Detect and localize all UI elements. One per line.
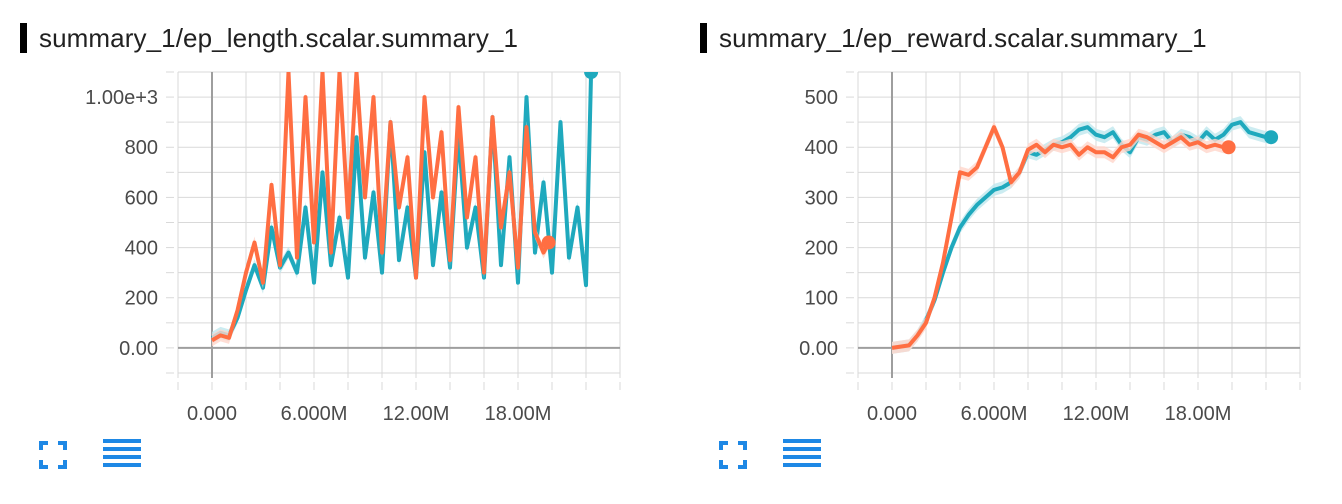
y-tick-label: 600	[125, 187, 158, 209]
card-actions	[716, 438, 822, 472]
chart-title: summary_1/ep_reward.scalar.summary_1	[719, 22, 1207, 53]
series-band	[892, 121, 1229, 354]
chart-title-row: summary_1/ep_length.scalar.summary_1	[20, 18, 518, 58]
x-tick-label: 6.000M	[961, 403, 1028, 425]
x-tick-label: 12.00M	[383, 403, 450, 425]
x-tick-label: 0.000	[867, 403, 917, 425]
grid	[857, 71, 1301, 378]
y-tick-label: 800	[125, 137, 158, 159]
series-line	[891, 120, 1272, 350]
series-line	[891, 125, 1229, 350]
chart-card-ep-length: summary_1/ep_length.scalar.summary_1 0.0…	[0, 0, 660, 504]
y-tick-label: 0.00	[119, 338, 158, 360]
list-lines-icon[interactable]	[782, 438, 822, 472]
x-tick-label: 0.000	[187, 403, 237, 425]
y-tick-label: 100	[805, 288, 838, 310]
series-end-point	[1264, 130, 1279, 145]
x-tick-label: 18.00M	[485, 403, 552, 425]
y-tick-label: 400	[805, 137, 838, 159]
series-1	[210, 72, 556, 347]
list-lines-icon[interactable]	[102, 438, 142, 472]
title-marker	[700, 23, 707, 53]
chart-title-row: summary_1/ep_reward.scalar.summary_1	[700, 18, 1207, 58]
ep-length-line-chart[interactable]: 0.00 200 400 600 800 1.00e+3 0.000 6.000M 12.00M…	[0, 60, 660, 430]
fullscreen-icon[interactable]	[716, 438, 750, 472]
series-1	[891, 121, 1236, 354]
series-end-point	[541, 235, 556, 250]
y-tick-label: 1.00e+3	[85, 87, 158, 109]
fullscreen-icon[interactable]	[36, 438, 70, 472]
ep-reward-line-chart[interactable]: 0.00 100 200 300 400 500 0.000 6.000M 12.00M 18.0…	[680, 60, 1340, 430]
y-tick-label: 200	[805, 238, 838, 260]
y-tick-label: 300	[805, 187, 838, 209]
title-marker	[20, 23, 27, 53]
chart-card-ep-reward: summary_1/ep_reward.scalar.summary_1 0.0…	[680, 0, 1340, 504]
y-tick-label: 500	[805, 87, 838, 109]
x-tick-label: 6.000M	[281, 403, 348, 425]
y-tick-label: 400	[125, 238, 158, 260]
series-0	[891, 116, 1279, 354]
x-tick-label: 18.00M	[1165, 403, 1232, 425]
series-line	[210, 72, 551, 343]
y-tick-label: 200	[125, 288, 158, 310]
x-tick-label: 12.00M	[1063, 403, 1130, 425]
series-end-point	[1221, 140, 1236, 155]
y-tick-label: 0.00	[799, 338, 838, 360]
chart-title: summary_1/ep_length.scalar.summary_1	[39, 22, 519, 53]
card-actions	[36, 438, 142, 472]
series-end-point	[584, 72, 599, 79]
